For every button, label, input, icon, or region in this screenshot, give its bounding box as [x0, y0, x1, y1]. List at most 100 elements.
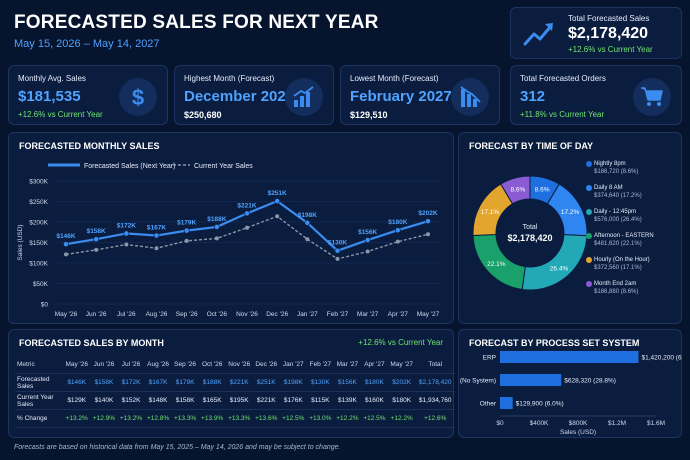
header-month: Dec '26	[252, 356, 280, 374]
forecast-data-label: $146K	[56, 233, 75, 240]
legend-dot	[586, 233, 592, 239]
forecast-point	[304, 219, 311, 226]
x-tick-label: $400K	[530, 420, 549, 427]
legend-item: Daily - 12:45pm $576,000 (26.4%)	[586, 208, 642, 224]
header-total: Total	[415, 356, 455, 374]
table-cell: +13.3%	[171, 409, 199, 428]
bar	[500, 351, 639, 363]
legend-current-label: Current Year Sales	[194, 163, 253, 170]
header-month: May '26	[63, 356, 91, 374]
legend-forecast-label: Forecasted Sales (Next Year)	[84, 163, 175, 170]
date-range: May 15, 2026 – May 14, 2027	[14, 38, 160, 50]
header-month: Apr '27	[360, 356, 388, 374]
x-tick-label: Sep '26	[176, 311, 198, 318]
y-tick-label: $50K	[33, 281, 49, 288]
table-cell: +13.2%	[63, 409, 91, 428]
bar-value-label: $628,320 (28.8%)	[564, 378, 616, 385]
legend-item: Daily 8 AM $374,640 (17.2%)	[586, 184, 642, 200]
row-total: $1,934,760	[415, 391, 455, 410]
current-year-point	[214, 236, 219, 241]
header-month: Aug '26	[144, 356, 172, 374]
table-cell: $251K	[252, 373, 280, 392]
bar-value-label: $1,420,200 (65.2%)	[641, 355, 682, 362]
legend-item: Hourly (On the Hour) $372,560 (17.1%)	[586, 256, 650, 272]
x-tick-label: $1.6M	[647, 420, 665, 427]
legend-value: $186,880 (8.6%)	[594, 289, 639, 295]
donut-slice-label: 8.6%	[535, 187, 550, 194]
donut-center-label: Total	[523, 224, 538, 231]
comparison-badge: +12.6% vs Current Year	[358, 338, 443, 347]
legend-item: Afternoon - EASTERN $481,620 (22.1%)	[586, 232, 654, 248]
trend-up-icon	[523, 20, 555, 48]
row-label: Current Year Sales	[15, 391, 63, 410]
forecast-point	[274, 198, 281, 204]
svg-text:$: $	[132, 85, 144, 109]
table-cell: +13.0%	[306, 409, 334, 428]
x-tick-label: $1.2M	[608, 420, 626, 427]
forecast-data-label: $172K	[117, 222, 136, 229]
legend-value: $186,720 (8.6%)	[594, 169, 639, 175]
bar-category-label: ERP	[483, 355, 496, 362]
forecast-point	[244, 210, 250, 217]
forecast-data-label: $167K	[147, 225, 166, 232]
kpi-card-lowest-month: Lowest Month (Forecast) February 2027 $1…	[340, 65, 500, 125]
forecast-data-label: $158K	[87, 228, 106, 235]
table-cell: $180K	[360, 373, 388, 392]
current-year-point	[124, 242, 129, 247]
total-sales-card: Total Forecasted Sales $2,178,420 +12.6%…	[510, 7, 682, 59]
donut-slice-label: 8.6%	[510, 187, 525, 194]
header-month: Feb '27	[306, 356, 334, 374]
y-tick-label: $300K	[29, 179, 48, 186]
row-total: +12.6%	[415, 409, 455, 428]
x-tick-label: $0	[496, 420, 504, 427]
legend-item: Month End 2am $186,880 (8.6%)	[586, 280, 639, 296]
header-month: Mar '27	[333, 356, 361, 374]
forecast-data-label: $221K	[237, 202, 256, 209]
forecast-data-label: $198K	[298, 212, 317, 219]
table-cell: $221K	[252, 391, 280, 410]
donut-slice-label: 26.4%	[550, 266, 569, 273]
total-sales-label: Total Forecasted Sales	[568, 14, 650, 23]
table-cell: +12.5%	[279, 409, 307, 428]
table-cell: $221K	[225, 373, 253, 392]
table-cell: $176K	[279, 391, 307, 410]
kpi-sub: $129,510	[350, 110, 388, 120]
monthly-sales-panel: FORECASTED MONTHLY SALES	[8, 132, 454, 324]
x-tick-label: Dec '26	[266, 311, 288, 318]
legend-value: $481,620 (22.1%)	[594, 241, 642, 247]
forecast-point	[153, 232, 160, 239]
legend-item: Nightly 8pm $186,720 (8.6%)	[586, 160, 639, 176]
legend-name: Daily - 12:45pm	[594, 209, 637, 215]
kpi-label: Lowest Month (Forecast)	[350, 74, 439, 83]
table-cell: +13.6%	[252, 409, 280, 428]
current-year-point	[184, 238, 189, 243]
legend-dot	[586, 257, 592, 263]
table-cell: +13.2%	[117, 409, 145, 428]
forecast-point	[394, 227, 401, 234]
header-month: Oct '26	[198, 356, 226, 374]
legend-name: Nightly 8pm	[594, 161, 626, 167]
total-sales-change: +12.6% vs Current Year	[568, 45, 653, 54]
table-cell: +13.3%	[225, 409, 253, 428]
table-cell: +12.5%	[360, 409, 388, 428]
x-tick-label: $800K	[569, 420, 588, 427]
y-tick-label: $200K	[29, 220, 48, 227]
legend-dot	[586, 281, 592, 287]
table-cell: $172K	[117, 373, 145, 392]
y-tick-label: $100K	[29, 261, 48, 268]
time-of-day-title: FORECAST BY TIME OF DAY	[469, 141, 594, 151]
table-row: % Change +13.2% +12.9% +13.2% +12.8% +13.3% +1…	[15, 409, 455, 428]
bar	[500, 397, 513, 409]
current-year-point	[154, 246, 159, 251]
forecast-data-label: $202K	[418, 210, 437, 217]
forecast-point	[334, 247, 341, 254]
forecast-point	[213, 224, 220, 230]
bar	[500, 374, 562, 386]
table-cell: $115K	[306, 391, 334, 410]
footnote: Forecasts are based on historical data f…	[14, 444, 341, 451]
table-cell: $139K	[333, 391, 361, 410]
kpi-label: Highest Month (Forecast)	[184, 74, 275, 83]
forecast-data-label: $130K	[328, 240, 347, 247]
legend-name: Hourly (On the Hour)	[594, 257, 650, 263]
forecast-point	[364, 237, 371, 243]
